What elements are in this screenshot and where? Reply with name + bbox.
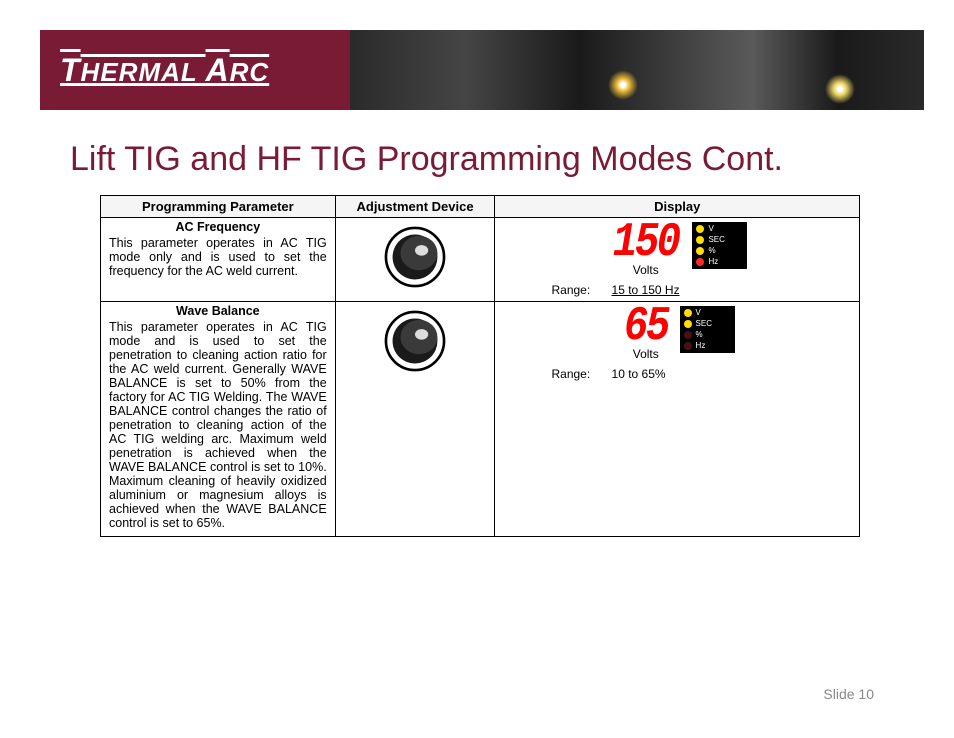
logo-letter-t: T	[60, 52, 81, 88]
led-label: V	[708, 225, 713, 233]
led-percent-icon	[684, 331, 692, 339]
led-indicator-panel: V SEC % Hz	[692, 222, 747, 269]
rotary-knob-icon	[382, 224, 448, 290]
table-row: Wave Balance This parameter operates in …	[101, 302, 860, 537]
table-row: AC Frequency This parameter operates in …	[101, 218, 860, 302]
adjustment-device-cell	[335, 218, 495, 302]
th-programming-parameter: Programming Parameter	[101, 196, 336, 218]
parameter-desc: This parameter operates in AC TIG mode a…	[109, 320, 327, 530]
parameter-cell: Wave Balance This parameter operates in …	[101, 302, 336, 537]
parameter-name: Wave Balance	[109, 304, 327, 318]
led-label: SEC	[708, 236, 724, 244]
header-photo-strip	[350, 30, 924, 110]
range-label: Range:	[551, 283, 590, 297]
led-v-icon	[684, 309, 692, 317]
seven-segment-readout: 65	[624, 306, 668, 349]
led-percent-icon	[696, 247, 704, 255]
slide-number: Slide 10	[823, 686, 874, 702]
parameter-name: AC Frequency	[109, 220, 327, 234]
range-value: 15 to 150 Hz	[612, 283, 680, 297]
seven-segment-readout: 150	[613, 222, 679, 265]
logo-hermal: HERMAL	[81, 57, 206, 87]
range-row: Range: 15 to 150 Hz	[501, 283, 853, 297]
led-hz-icon	[684, 342, 692, 350]
th-adjustment-device: Adjustment Device	[335, 196, 495, 218]
led-label: Hz	[696, 342, 706, 350]
display-cell: 150 Volts V SEC % Hz Range: 15 to 150 Hz	[495, 218, 860, 302]
logo-rc: RC	[230, 57, 270, 87]
led-label: Hz	[708, 258, 718, 266]
led-hz-icon	[696, 258, 704, 266]
parameter-desc: This parameter operates in AC TIG mode o…	[109, 236, 327, 278]
range-row: Range: 10 to 65%	[501, 367, 853, 381]
range-value: 10 to 65%	[612, 367, 666, 381]
th-display: Display	[495, 196, 860, 218]
display-cell: 65 Volts V SEC % Hz Range: 10 to 65%	[495, 302, 860, 537]
led-label: %	[708, 247, 715, 255]
logo-letter-a: A	[206, 52, 230, 88]
rotary-knob-icon	[382, 308, 448, 374]
range-label: Range:	[551, 367, 590, 381]
led-sec-icon	[696, 236, 704, 244]
led-v-icon	[696, 225, 704, 233]
parameter-cell: AC Frequency This parameter operates in …	[101, 218, 336, 302]
brand-logo: THERMAL ARC	[40, 30, 350, 110]
programming-parameters-table: Programming Parameter Adjustment Device …	[100, 195, 860, 537]
slide-title: Lift TIG and HF TIG Programming Modes Co…	[70, 140, 783, 179]
led-label: V	[696, 309, 701, 317]
led-indicator-panel: V SEC % Hz	[680, 306, 735, 353]
led-sec-icon	[684, 320, 692, 328]
header-banner: THERMAL ARC	[40, 30, 924, 110]
led-label: %	[696, 331, 703, 339]
led-label: SEC	[696, 320, 712, 328]
adjustment-device-cell	[335, 302, 495, 537]
brand-logo-text: THERMAL ARC	[60, 52, 269, 89]
